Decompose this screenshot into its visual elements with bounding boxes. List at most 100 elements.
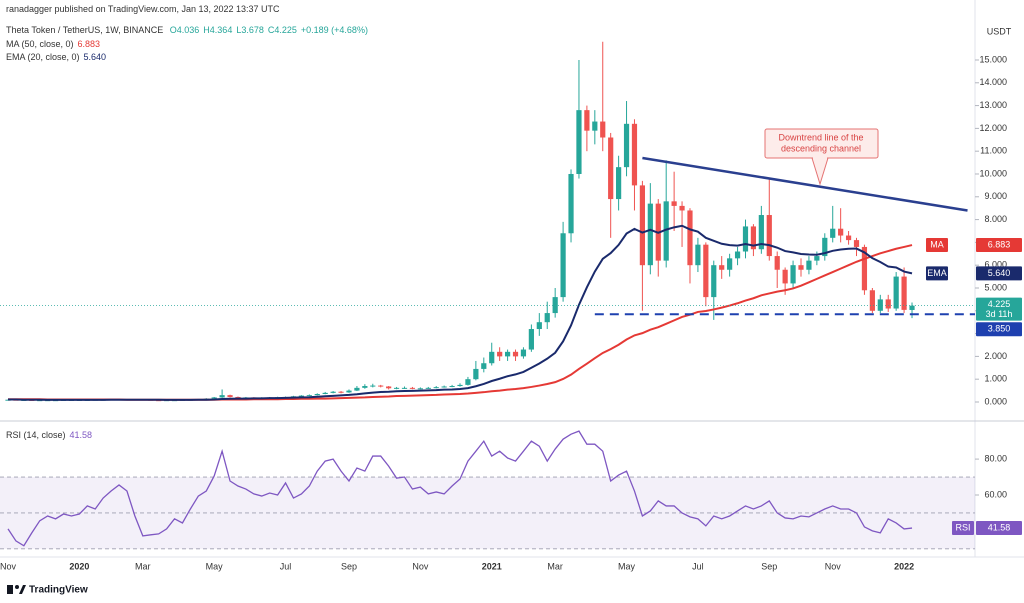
candle-body [877,299,883,311]
candle-body [830,228,836,238]
candle-body [750,226,757,250]
publish-line: ranadagger published on TradingView.com,… [6,4,284,14]
callout-pointer [811,157,829,186]
candle-body [520,349,527,357]
candle-body [409,387,416,389]
callout: Downtrend line of the descending channel [764,128,879,186]
candle-body [616,167,622,200]
candle-body [893,276,899,309]
candle-body [869,290,875,311]
candle-body [774,256,780,270]
price-tag [976,297,1022,321]
x-tick-label: May [206,561,224,571]
candle-body [766,215,772,257]
tag-value: 6.883 [988,239,1011,249]
trend-line [642,156,968,212]
candle-body [623,123,630,168]
candle-body [504,351,511,357]
logo-mark [19,585,26,594]
candle-body [853,240,860,247]
candle-body [576,110,582,174]
candle-body [489,351,495,364]
candle-body [727,258,733,270]
y-tick-label: 2.000 [984,351,1007,361]
tag-value: 41.58 [988,522,1011,532]
logo-mark [15,585,19,589]
candle-body [758,215,764,250]
candle-body [473,368,479,380]
candle-body [481,363,487,369]
candle-body [235,396,241,398]
candle-body [354,387,360,391]
legend-value: 6.883 [77,39,101,49]
logo-text: TradingView [29,585,88,596]
tag-box [926,266,948,281]
candle-body [544,313,550,323]
candle-body [584,110,590,131]
candle-body [512,351,519,357]
tag-box [926,238,948,253]
y-tick-label: 9.000 [984,191,1007,201]
candle-body [370,385,376,387]
candle-body [227,395,233,397]
candle-body [687,210,693,266]
ohlc: L3.678 [236,25,264,35]
tag-box [976,521,1022,536]
callout-text: descending channel [781,143,861,153]
candle-body [433,387,439,389]
candle-body [861,246,868,291]
candle-body [734,251,741,259]
x-tick-label: Sep [761,561,777,571]
candle-body [528,329,534,350]
candle-body [393,387,400,389]
candle-body [322,392,328,395]
candle-body [219,395,225,398]
candle-body [600,121,606,138]
candle-body [457,384,463,387]
logo: TradingView [7,585,88,596]
candle-body [608,137,614,200]
x-tick-label: Mar [547,561,563,571]
y-tick-label: 60.00 [984,489,1007,499]
price-tag-value: 4.225 [988,299,1011,309]
x-tick-label: 2022 [894,561,914,571]
tag-box [952,521,974,536]
candle-body [742,226,749,252]
y-tick-label: 6.000 [984,260,1007,270]
candle-body [314,394,320,396]
y-tick-label: 15.000 [979,54,1007,64]
x-tick-label: Nov [0,561,16,571]
candle-body [822,237,828,257]
candle-body [885,299,891,309]
publish-text: ranadagger published on TradingView.com,… [6,4,280,14]
x-tick-label: Mar [135,561,151,571]
legend-name: MA (50, close, 0) [6,39,74,49]
candle-body [782,269,788,284]
candle-body [631,123,638,186]
x-tick-label: Nov [825,561,842,571]
y-tick-label: 10.000 [979,168,1007,178]
rsi-legend: RSI (14, close) 41.58 [6,430,96,440]
y-tick-label: 14.000 [979,77,1007,87]
rsi-line [7,430,913,547]
candle-body [663,201,669,261]
symbol: Theta Token / TetherUS, 1W, BINANCE [6,25,164,35]
x-tick-label: 2021 [482,561,502,571]
candle-body [346,390,352,393]
y-tick-label: 5.000 [984,282,1007,292]
unit-label: USDT [987,26,1012,36]
x-tick-label: May [618,561,636,571]
ema-legend: EMA (20, close, 0) 5.640 [6,52,110,62]
candle-body [425,387,431,389]
x-tick-label: Nov [412,561,429,571]
candle-body [378,385,384,387]
candle-body [330,391,336,393]
candle-body [845,235,852,241]
ohlc: H4.364 [203,25,233,35]
candle-body [552,297,558,314]
candle-body [560,233,566,298]
tag-box [976,266,1022,281]
candle-body [306,395,312,397]
